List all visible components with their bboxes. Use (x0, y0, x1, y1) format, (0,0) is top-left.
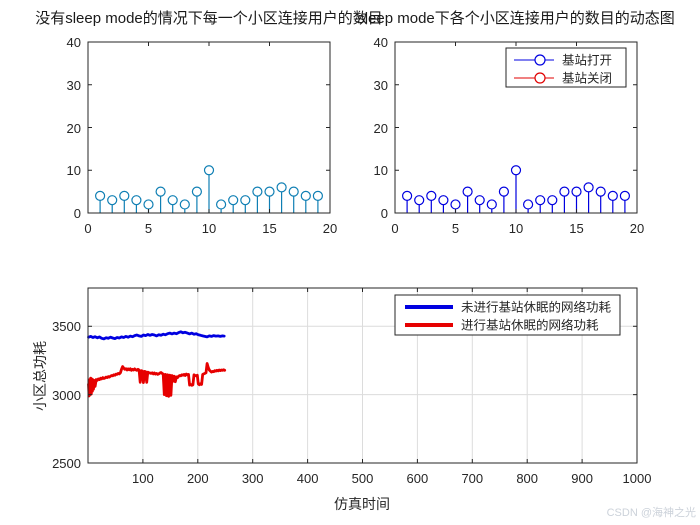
stem-marker (107, 195, 118, 206)
x-tick-label: 15 (262, 221, 277, 236)
legend-label: 进行基站休眠的网络功耗 (461, 318, 599, 333)
x-tick-label: 5 (451, 221, 460, 236)
stem-marker (486, 199, 497, 210)
stem-marker (619, 190, 631, 201)
stem-marker (264, 186, 275, 197)
stem-marker (498, 186, 509, 197)
stem-marker (414, 195, 425, 206)
x-tick-label: 20 (629, 221, 645, 236)
stem-marker (203, 165, 215, 176)
stem-marker (288, 186, 299, 197)
stem-marker (131, 195, 142, 206)
left-plot-title: 没有sleep mode的情况下每一个小区连接用户的数目 (35, 10, 383, 27)
x-tick-label: 500 (351, 471, 374, 486)
stem-marker (426, 190, 437, 201)
watermark: CSDN @海神之光 (606, 507, 696, 519)
x-tick-label: 700 (461, 471, 484, 486)
y-tick-label: 10 (66, 163, 81, 179)
stem-marker (143, 199, 154, 210)
legend-box (394, 294, 621, 336)
series-line (87, 362, 227, 398)
x-tick-label: 900 (571, 471, 593, 486)
stem-marker (252, 186, 263, 197)
right-plot-title: sleep mode下各个小区连接用户的数目的动态图 (357, 10, 675, 27)
stem-marker (167, 195, 178, 206)
y-tick-label: 40 (66, 35, 81, 50)
x-tick-label: 10 (201, 221, 217, 236)
y-tick-label: 0 (380, 206, 388, 221)
stem-marker (571, 186, 582, 197)
x-tick-label: 1000 (622, 471, 652, 486)
stem-marker (607, 190, 618, 201)
stem-marker (228, 195, 239, 206)
legend-label: 基站关闭 (562, 72, 612, 86)
stem-marker (240, 195, 251, 206)
bottom-x-axis-label: 仿真时间 (334, 496, 390, 512)
bottom-y-axis-label: 小区总功耗 (32, 341, 48, 411)
x-tick-label: 100 (132, 471, 154, 486)
legend-box (505, 47, 627, 88)
legend-marker-icon (534, 54, 546, 66)
stem-marker (535, 195, 546, 206)
x-tick-label: 400 (296, 471, 319, 486)
stem-marker (300, 190, 311, 201)
stem-marker (547, 195, 558, 206)
stem-marker (155, 186, 166, 197)
stem-marker (522, 199, 534, 210)
y-tick-label: 30 (66, 77, 81, 93)
y-tick-label: 2500 (52, 456, 81, 471)
stem-marker (474, 195, 485, 206)
stem-marker (94, 190, 106, 201)
stem-marker (179, 199, 190, 210)
stem-marker (583, 182, 594, 193)
x-tick-label: 600 (406, 471, 429, 486)
stem-marker (559, 186, 570, 197)
y-tick-label: 30 (373, 77, 388, 93)
stem-marker (312, 190, 323, 201)
y-tick-label: 20 (66, 120, 81, 136)
stem-marker (191, 186, 202, 197)
y-tick-label: 0 (73, 206, 81, 221)
y-tick-label: 3500 (52, 319, 81, 335)
legend-label: 未进行基站休眠的网络功耗 (461, 300, 612, 315)
x-tick-label: 10 (508, 221, 524, 236)
plot-area-0 (87, 41, 331, 214)
x-tick-label: 20 (322, 221, 338, 236)
series-line (87, 330, 226, 341)
stem-marker (510, 165, 522, 176)
x-tick-label: 15 (569, 221, 584, 236)
x-tick-label: 0 (84, 221, 92, 236)
legend-marker-icon (534, 72, 546, 84)
stem-marker (462, 186, 473, 197)
x-tick-label: 200 (186, 471, 209, 486)
stem-marker (450, 199, 461, 210)
y-tick-label: 3000 (52, 387, 81, 403)
stem-marker (119, 190, 130, 201)
y-tick-label: 10 (373, 163, 388, 179)
y-tick-label: 20 (373, 120, 388, 136)
x-tick-label: 800 (516, 471, 539, 486)
x-tick-label: 300 (241, 471, 264, 486)
stem-marker (595, 186, 606, 197)
y-tick-label: 40 (373, 35, 388, 50)
legend-label: 基站打开 (562, 54, 612, 68)
x-tick-label: 5 (144, 221, 153, 236)
stem-marker (402, 190, 413, 201)
x-tick-label: 0 (391, 221, 399, 236)
stem-marker (276, 182, 287, 193)
stem-marker (216, 199, 227, 210)
stem-marker (438, 195, 449, 206)
